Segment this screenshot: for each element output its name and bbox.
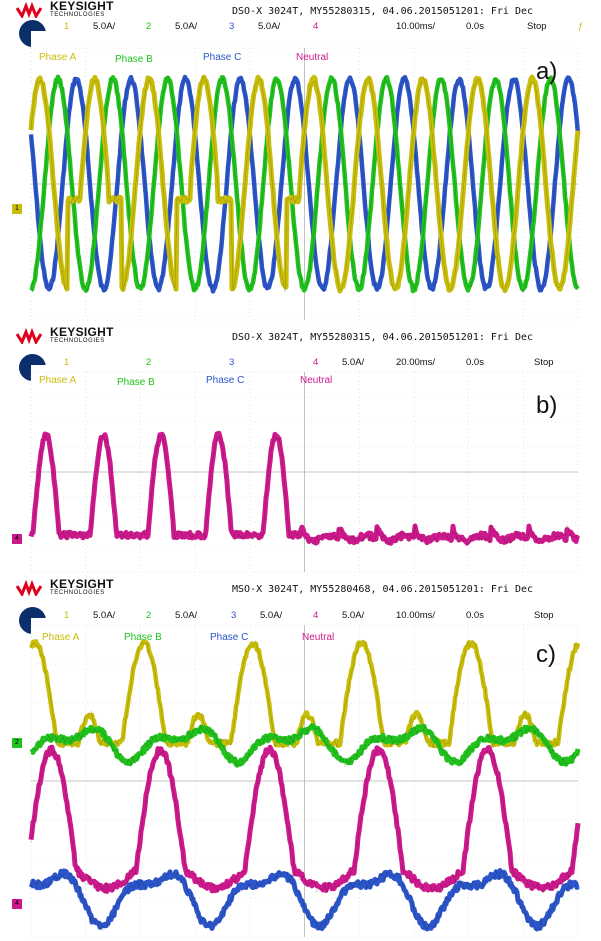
waveform-display-c: Phase A Phase B Phase C Neutral c) — [28, 624, 581, 938]
legend-phase-a: Phase A — [39, 375, 77, 386]
ground-marker-icon: 4 — [12, 534, 22, 544]
trace-phase-a-noise — [30, 639, 578, 749]
legend-neutral: Neutral — [300, 375, 333, 386]
grid — [30, 47, 579, 321]
timebase: 20.00ms/ — [396, 357, 436, 368]
waveform-display-a: Phase A Phase B Phase C Neutral a) — [28, 47, 581, 321]
ch1-num: 1 — [64, 610, 70, 621]
trace-neutral-noise — [30, 434, 578, 546]
legend-phase-b: Phase B — [124, 632, 162, 643]
trace-phase-b-noise — [30, 723, 578, 767]
channel-bar: 1 2 3 4 5.0A/ 20.00ms/ 0.0s Stop — [0, 356, 601, 369]
scope-title: MSO-X 3024T, MY55280468, 04.06.201505120… — [232, 584, 534, 595]
timebase: 10.00ms/ — [396, 610, 436, 621]
scope-panel-c: KEYSIGHT TECHNOLOGIES MSO-X 3024T, MY552… — [0, 578, 601, 941]
legend-phase-b: Phase B — [117, 377, 155, 388]
scope-panel-b: KEYSIGHT TECHNOLOGIES DSO-X 3024T, MY552… — [0, 326, 601, 578]
trigger-marker-icon: ƒ — [578, 21, 584, 32]
trace-neutral-noise — [30, 745, 578, 895]
delay: 0.0s — [466, 610, 484, 621]
channel-bar: 1 5.0A/ 2 5.0A/ 3 5.0A/ 4 5.0A/ 10.00ms/… — [0, 609, 601, 622]
scope-title: DSO-X 3024T, MY55280315, 04.06.201505120… — [232, 332, 534, 343]
ch3-num: 3 — [231, 610, 237, 621]
ch4-num: 4 — [313, 610, 319, 621]
run-status: Stop — [527, 21, 547, 32]
legend-phase-a: Phase A — [39, 52, 77, 63]
trace-phase-b — [29, 723, 581, 768]
ch4-num: 4 — [313, 21, 319, 32]
brand-name: KEYSIGHT — [50, 577, 114, 591]
trace-phase-a — [29, 639, 581, 749]
legend-phase-b: Phase B — [115, 54, 153, 65]
ch4-num: 4 — [313, 357, 319, 368]
channel-bar: 1 5.0A/ 2 5.0A/ 3 5.0A/ 4 10.00ms/ 0.0s … — [0, 20, 601, 33]
scope-title: DSO-X 3024T, MY55280315, 04.06.201505120… — [232, 6, 534, 17]
run-status: Stop — [534, 357, 554, 368]
brand-name: KEYSIGHT — [50, 325, 114, 339]
scope-header: KEYSIGHT TECHNOLOGIES MSO-X 3024T, MY552… — [0, 578, 601, 598]
timebase: 10.00ms/ — [396, 21, 436, 32]
keysight-logo-icon — [16, 328, 42, 344]
brand-sub: TECHNOLOGIES — [50, 590, 105, 596]
ch1-num: 1 — [64, 357, 70, 368]
legend-phase-c: Phase C — [206, 375, 245, 386]
ch1-scale: 5.0A/ — [93, 21, 116, 32]
waveform-display-b: Phase A Phase B Phase C Neutral b) — [28, 371, 580, 573]
legend-phase-c: Phase C — [210, 632, 249, 643]
panel-label-b: b) — [536, 392, 558, 419]
panel-label-a: a) — [536, 58, 558, 85]
waveform-svg-a — [28, 47, 581, 321]
brand-name: KEYSIGHT — [50, 0, 114, 13]
ch1-scale: 5.0A/ — [93, 610, 116, 621]
delay: 0.0s — [466, 357, 484, 368]
waveform-svg-c — [28, 624, 581, 938]
grid — [30, 371, 579, 573]
legend-neutral: Neutral — [296, 52, 329, 63]
ch2-num: 2 — [146, 610, 152, 621]
delay: 0.0s — [466, 21, 484, 32]
ch2-num: 2 — [146, 21, 152, 32]
ch3-num: 3 — [229, 357, 235, 368]
trace-phase-c — [28, 868, 580, 932]
ground-marker-icon: 4 — [12, 899, 22, 909]
trace-neutral — [28, 430, 580, 546]
scope-panel-a: KEYSIGHT TECHNOLOGIES DSO-X 3024T, MY552… — [0, 0, 601, 326]
ground-marker-icon: 2 — [12, 738, 22, 748]
brand-sub: TECHNOLOGIES — [50, 338, 105, 344]
panel-label-c: c) — [536, 641, 556, 668]
brand-sub: TECHNOLOGIES — [50, 12, 105, 18]
trace-neutral — [28, 744, 581, 894]
ch2-scale: 5.0A/ — [175, 610, 198, 621]
legend-phase-a: Phase A — [42, 632, 80, 643]
trace-phase-a-noise — [30, 74, 578, 293]
scope-corner-icon — [19, 20, 49, 49]
trace-phase-a — [28, 74, 581, 294]
scope-header: KEYSIGHT TECHNOLOGIES DSO-X 3024T, MY552… — [0, 0, 601, 20]
ch1-num: 1 — [64, 21, 70, 32]
ch3-scale: 5.0A/ — [260, 610, 283, 621]
scope-header: KEYSIGHT TECHNOLOGIES DSO-X 3024T, MY552… — [0, 326, 601, 346]
legend-neutral: Neutral — [302, 632, 335, 643]
run-status: Stop — [534, 610, 554, 621]
ch3-scale: 5.0A/ — [258, 21, 281, 32]
trace-phase-c-noise — [30, 869, 578, 932]
keysight-logo-icon — [16, 580, 42, 596]
ch3-num: 3 — [229, 21, 235, 32]
legend-phase-c: Phase C — [203, 52, 242, 63]
waveform-svg-b — [28, 371, 580, 573]
ground-marker-icon: 1 — [12, 204, 22, 214]
ch4-scale: 5.0A/ — [342, 610, 365, 621]
keysight-logo-icon — [16, 2, 42, 18]
ch2-num: 2 — [146, 357, 152, 368]
ch2-scale: 5.0A/ — [175, 21, 198, 32]
ch4-scale: 5.0A/ — [342, 357, 365, 368]
